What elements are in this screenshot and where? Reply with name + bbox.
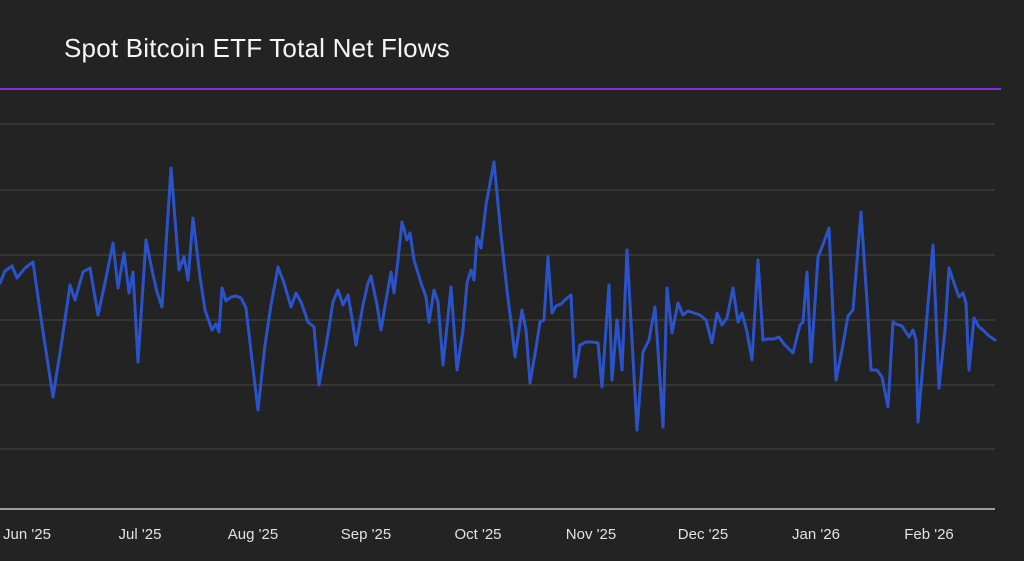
- chart-title: Spot Bitcoin ETF Total Net Flows: [64, 33, 450, 63]
- series-line-total-net-flows[interactable]: [0, 160, 997, 432]
- title-divider-line: [0, 88, 1001, 90]
